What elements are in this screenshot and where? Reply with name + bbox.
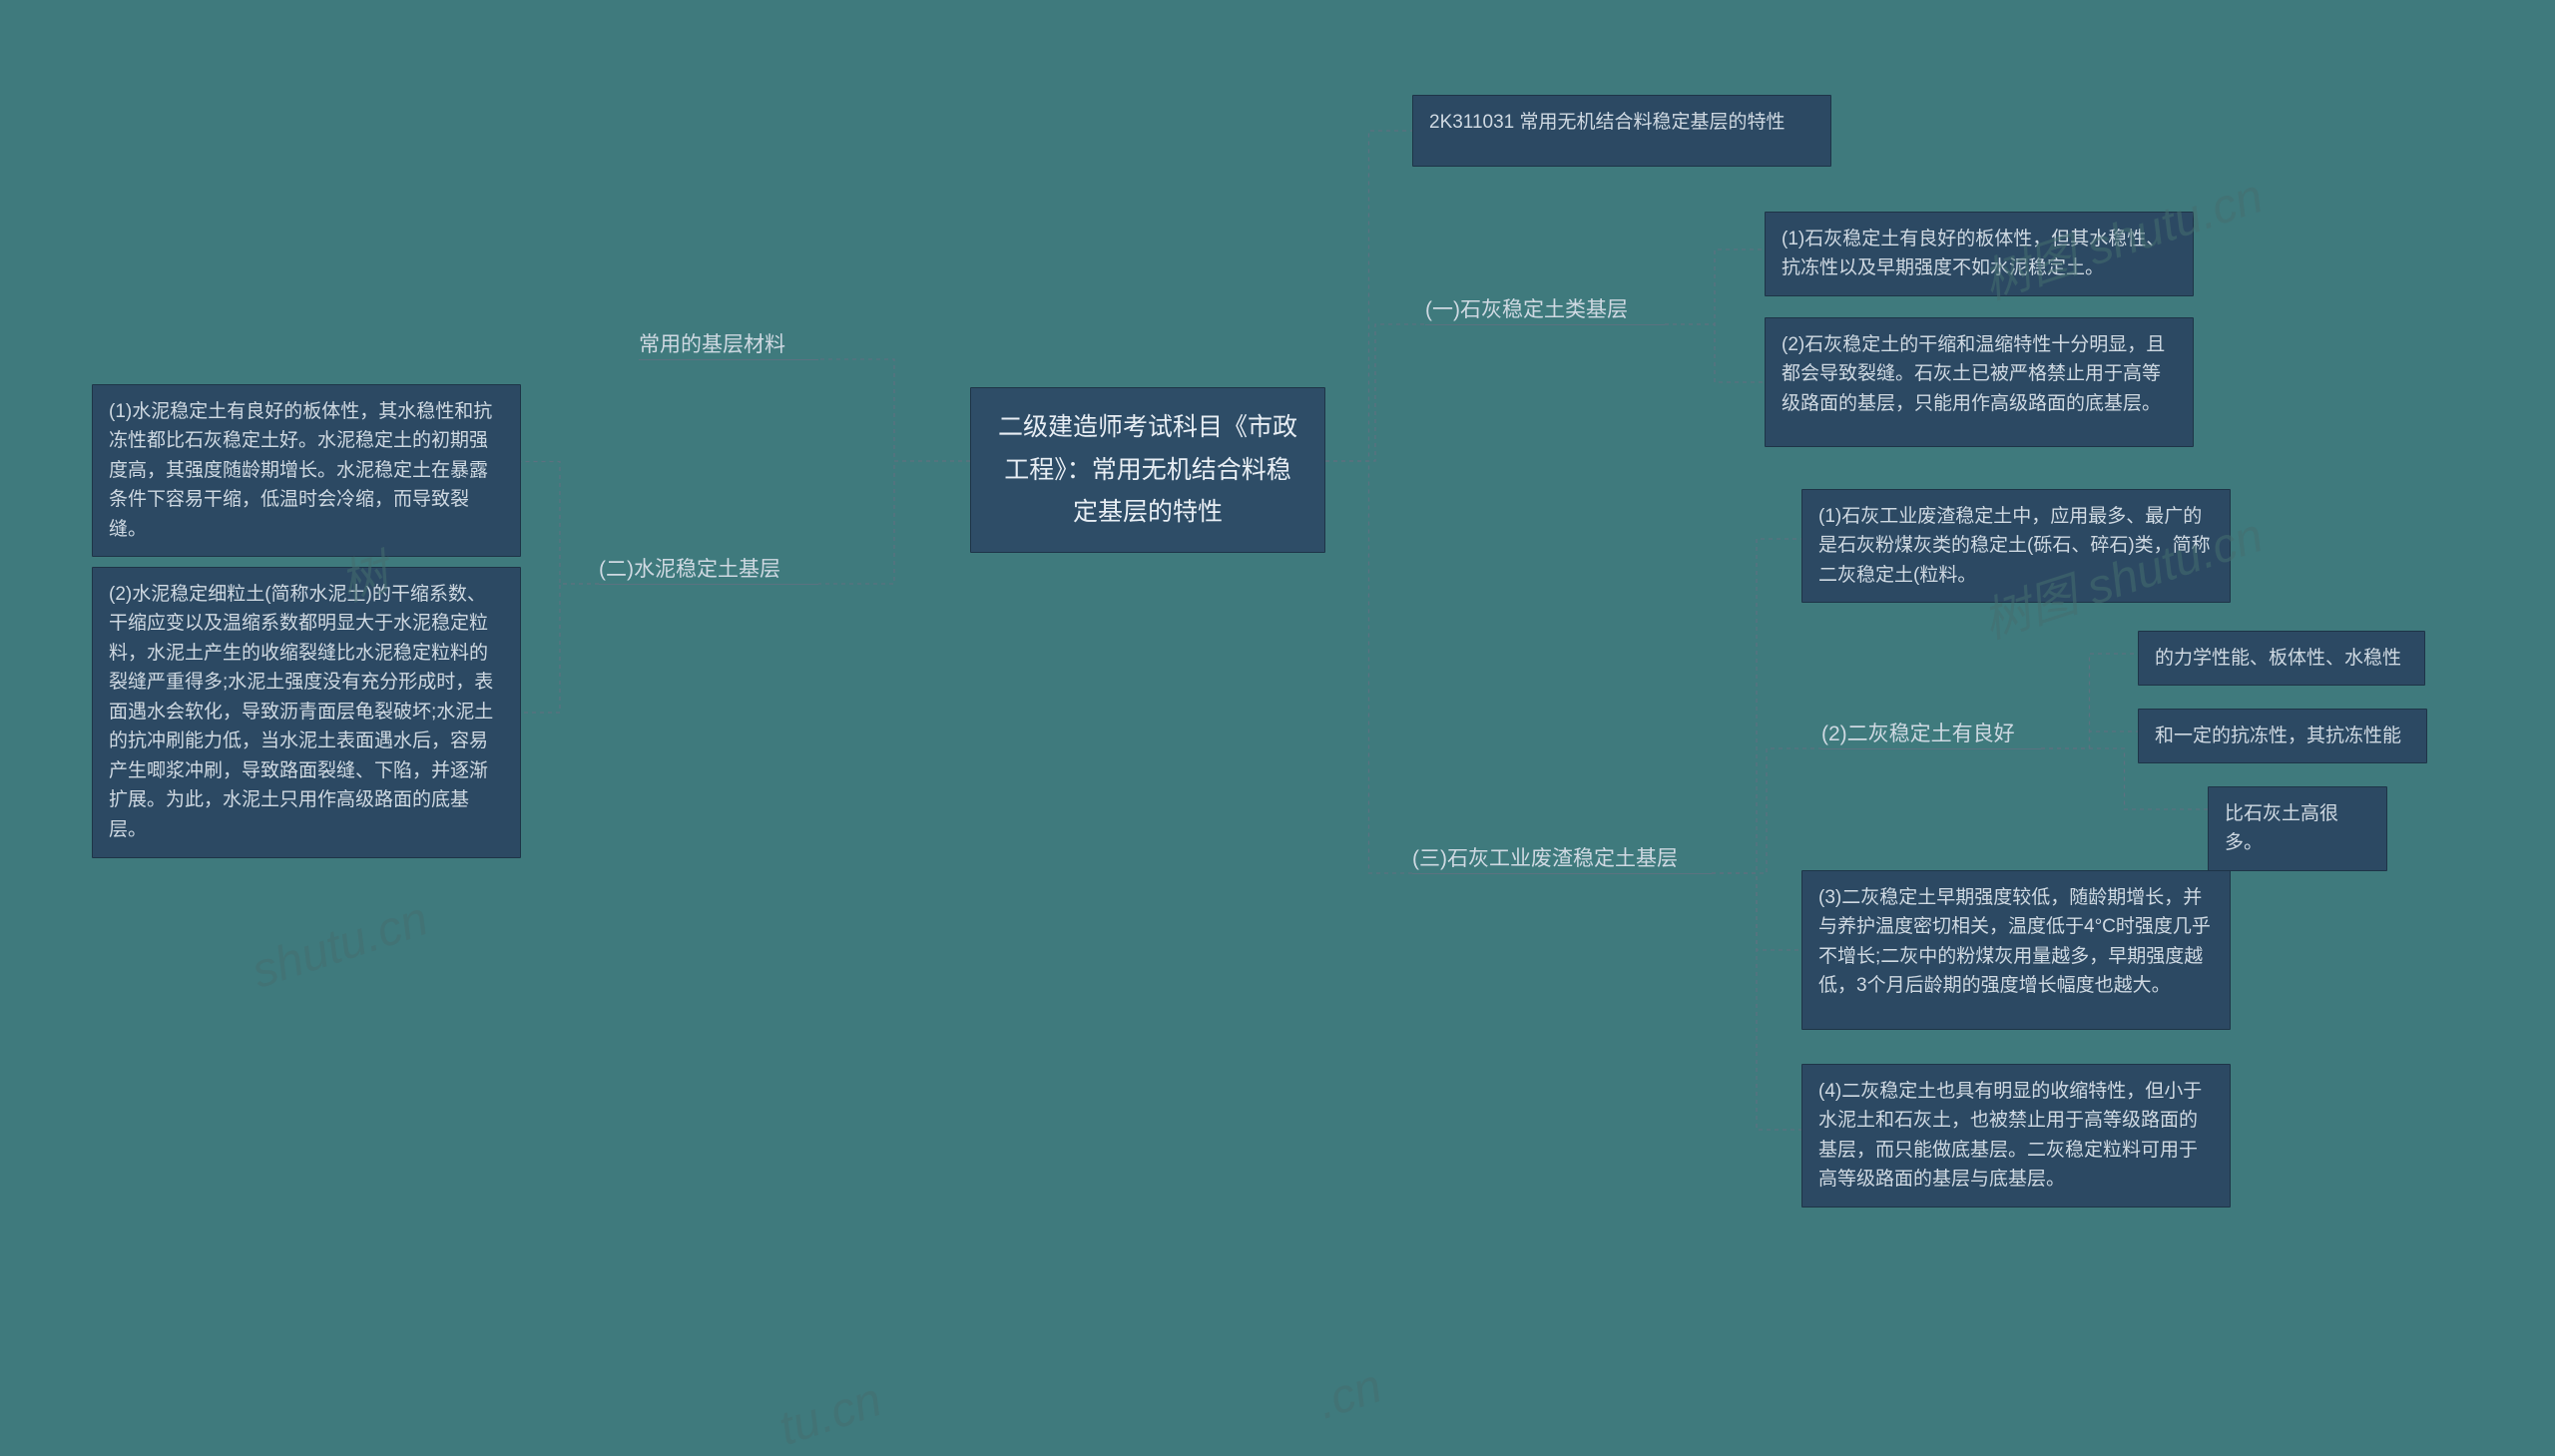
- leaf-right-direct: 2K311031 常用无机结合料稳定基层的特性: [1412, 95, 1831, 167]
- leaf-left: (2)水泥稳定细粒土(简称水泥土)的干缩系数、干缩应变以及温缩系数都明显大于水泥…: [92, 567, 521, 858]
- leaf-left: (1)水泥稳定土有良好的板体性，其水稳性和抗冻性都比石灰稳定土好。水泥稳定土的初…: [92, 384, 521, 557]
- watermark-text: .cn: [1310, 1358, 1388, 1430]
- watermark-text: tu.cn: [772, 1372, 888, 1456]
- branch-underline: [1425, 324, 1665, 325]
- branch-underline: [599, 584, 818, 585]
- leaf-right: (1)石灰稳定土有良好的板体性，但其水稳性、抗冻性以及早期强度不如水泥稳定土。: [1765, 212, 2194, 296]
- branch-left: (二)水泥稳定土基层: [599, 554, 818, 587]
- leaf-sub: 比石灰土高很多。: [2208, 786, 2387, 871]
- branch-right: (三)石灰工业废渣稳定土基层: [1412, 843, 1712, 876]
- leaf-right: (1)石灰工业废渣稳定土中，应用最多、最广的是石灰粉煤灰类的稳定土(砾石、碎石)…: [1801, 489, 2231, 603]
- branch-underline: [639, 359, 818, 360]
- leaf-right: (4)二灰稳定土也具有明显的收缩特性，但小于水泥土和石灰土，也被禁止用于高等级路…: [1801, 1064, 2231, 1208]
- branch-underline: [1821, 748, 2041, 749]
- sub-branch: (2)二灰稳定土有良好: [1821, 719, 2041, 751]
- leaf-sub: 和一定的抗冻性，其抗冻性能: [2138, 709, 2427, 763]
- leaf-right: (2)石灰稳定土的干缩和温缩特性十分明显，且都会导致裂缝。石灰土已被严格禁止用于…: [1765, 317, 2194, 447]
- root-node: 二级建造师考试科目《市政工程》：常用无机结合料稳定基层的特性: [970, 387, 1325, 553]
- watermark-text: shutu.cn: [246, 891, 435, 999]
- branch-left: 常用的基层材料: [639, 329, 818, 362]
- branch-underline: [1412, 873, 1712, 874]
- leaf-right: (3)二灰稳定土早期强度较低，随龄期增长，并与养护温度密切相关，温度低于4°C时…: [1801, 870, 2231, 1030]
- branch-right: (一)石灰稳定土类基层: [1425, 294, 1665, 327]
- leaf-sub: 的力学性能、板体性、水稳性: [2138, 631, 2425, 686]
